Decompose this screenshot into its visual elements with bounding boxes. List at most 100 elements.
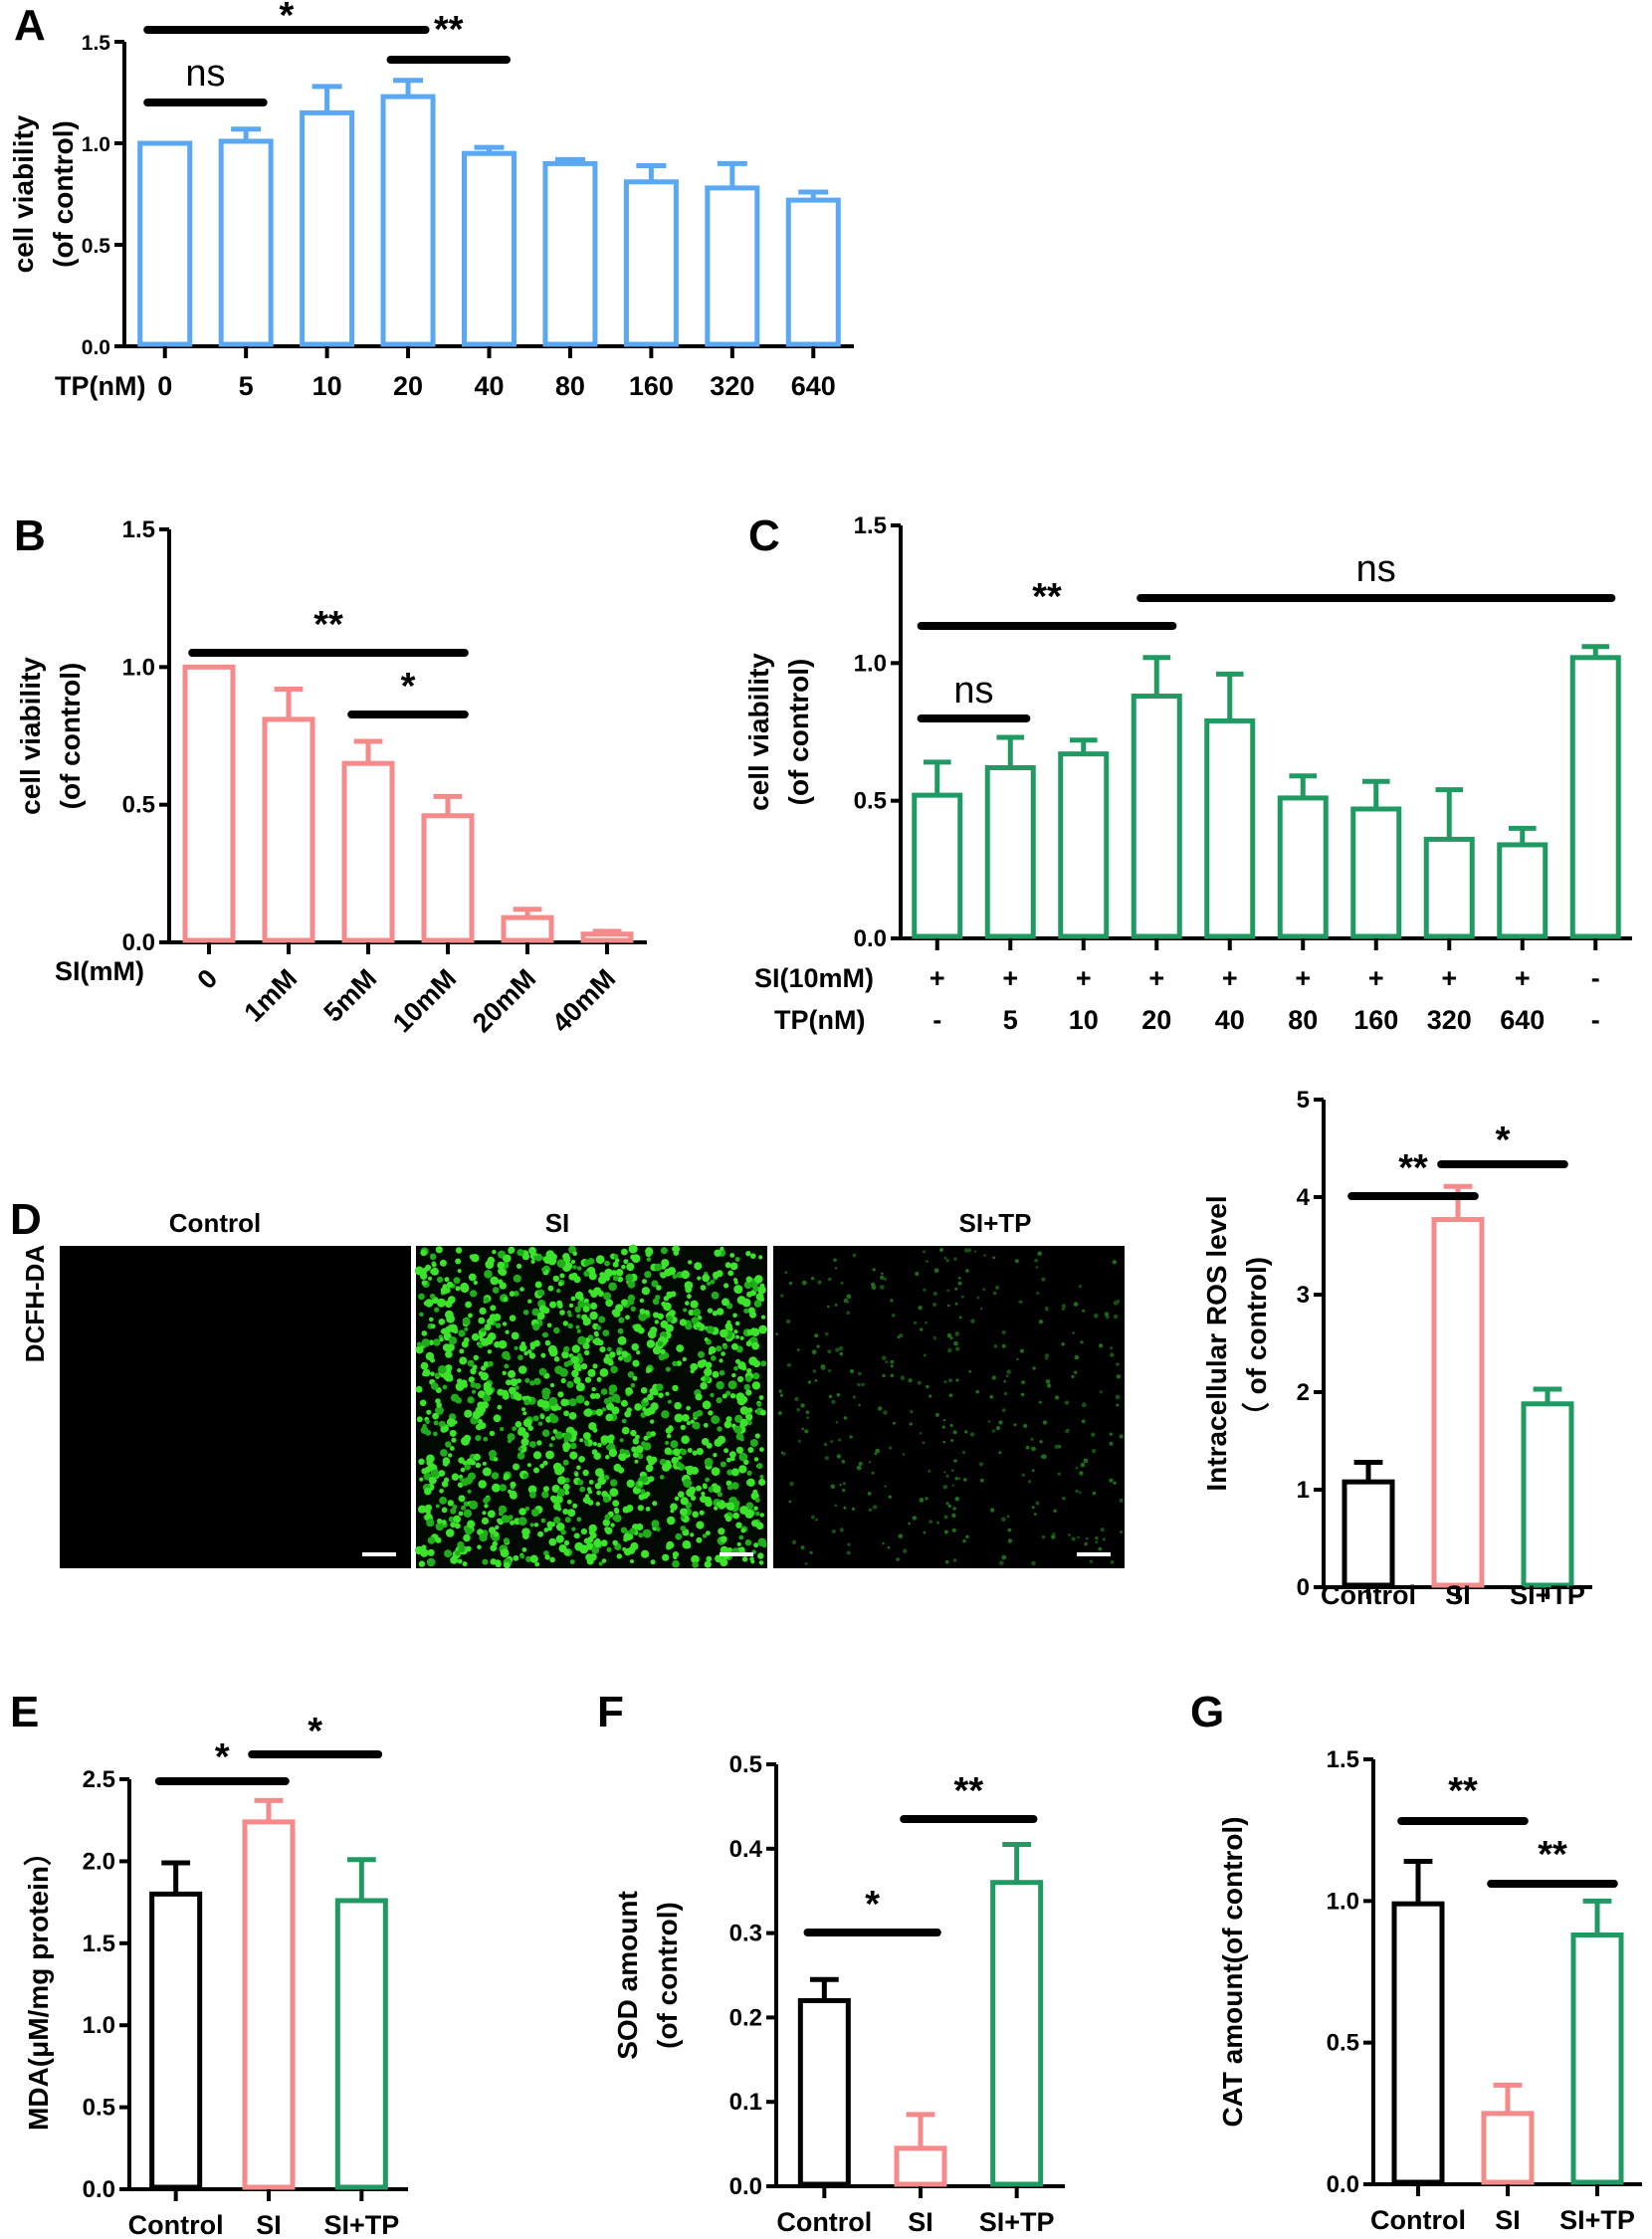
cell-spot	[569, 1442, 577, 1450]
cell-spot	[543, 1527, 549, 1532]
cell-spot	[705, 1361, 713, 1369]
cell-spot	[549, 1301, 557, 1309]
cell-spot	[596, 1324, 602, 1330]
cell-spot	[617, 1327, 624, 1334]
cell-spot	[557, 1476, 566, 1485]
cell-spot	[523, 1350, 528, 1356]
cell-spot	[627, 1280, 636, 1289]
cell-spot	[483, 1297, 490, 1304]
cell-spot	[890, 1364, 894, 1368]
cell-spot	[492, 1287, 500, 1294]
cell-spot	[998, 1420, 1003, 1425]
cell-spot	[661, 1264, 667, 1270]
cell-spot	[467, 1489, 472, 1494]
cell-spot	[632, 1375, 638, 1381]
cell-spot	[1033, 1513, 1037, 1516]
cell-spot	[526, 1463, 532, 1468]
cell-spot	[998, 1451, 1002, 1455]
cell-spot	[745, 1340, 752, 1347]
x-tick-label: 640	[791, 371, 836, 401]
cell-spot	[1041, 1534, 1046, 1539]
cell-spot	[539, 1414, 545, 1420]
cell-spot	[488, 1332, 497, 1341]
cell-spot	[946, 1289, 950, 1293]
cell-spot	[1078, 1285, 1082, 1289]
cell-spot	[746, 1420, 752, 1426]
cell-spot	[650, 1402, 659, 1411]
cell-spot	[817, 1280, 822, 1285]
cell-spot	[537, 1421, 543, 1426]
cell-spot	[722, 1298, 729, 1307]
cell-spot	[723, 1283, 729, 1289]
cell-spot	[723, 1420, 732, 1429]
cell-spot	[1093, 1313, 1099, 1319]
cell-spot	[550, 1496, 559, 1504]
panel-e-chart: E 0.0 0.5 1.0 1.5 2.0 2.5 MDA(μM/mg protein） Co…	[10, 1688, 408, 2239]
cell-spot	[426, 1519, 435, 1527]
cell-spot	[636, 1350, 641, 1355]
significance-label: *	[308, 1711, 322, 1752]
cell-spot	[816, 1344, 820, 1348]
cell-spot	[951, 1484, 954, 1487]
cell-spot	[599, 1368, 609, 1377]
cell-spot	[604, 1260, 610, 1267]
cell-spot	[1089, 1559, 1094, 1563]
cell-spot	[831, 1529, 836, 1533]
cell-spot	[665, 1391, 670, 1396]
cell-spot	[881, 1272, 884, 1276]
cell-spot	[680, 1515, 685, 1520]
cell-spot	[482, 1461, 487, 1466]
cell-spot	[490, 1544, 498, 1551]
cell-spot	[490, 1276, 500, 1286]
cell-spot	[527, 1485, 537, 1495]
cell-spot	[739, 1395, 748, 1404]
cell-spot	[514, 1345, 518, 1350]
panel-g-chart: G 0.0 0.5 1.0 1.5 CAT amount(of control) Cont…	[1190, 1688, 1642, 2235]
cell-spot	[968, 1370, 972, 1373]
cell-spot	[851, 1507, 856, 1511]
cell-spot	[735, 1432, 744, 1441]
cell-spot	[562, 1459, 569, 1466]
cell-spot	[552, 1429, 558, 1434]
cell-spot	[1095, 1535, 1099, 1540]
cell-spot	[650, 1559, 656, 1565]
cell-spot	[883, 1410, 888, 1415]
cell-spot	[642, 1279, 647, 1285]
cell-spot	[635, 1445, 644, 1454]
cell-spot	[811, 1349, 817, 1355]
cell-spot	[455, 1397, 463, 1404]
cell-spot	[827, 1305, 830, 1309]
y-axis-label: SOD amount	[612, 1891, 643, 2060]
cell-spot	[445, 1364, 453, 1372]
cell-spot	[625, 1315, 630, 1321]
cell-spot	[810, 1515, 815, 1520]
cell-spot	[909, 1422, 913, 1426]
cell-spot	[724, 1262, 731, 1269]
cell-spot	[533, 1377, 541, 1385]
cell-spot	[489, 1527, 497, 1534]
cell-spot	[739, 1406, 749, 1415]
cell-spot	[564, 1517, 571, 1524]
cell-spot	[726, 1484, 733, 1491]
cell-spot	[481, 1517, 490, 1525]
cell-spot	[522, 1310, 529, 1316]
cell-spot	[696, 1448, 704, 1456]
cell-spot	[1051, 1534, 1056, 1539]
cell-spot	[483, 1361, 490, 1367]
cell-spot	[1037, 1251, 1042, 1256]
cell-spot	[1072, 1331, 1075, 1334]
cell-spot	[556, 1259, 566, 1269]
significance-label: **	[1538, 1834, 1567, 1876]
cell-spot	[641, 1287, 651, 1296]
cell-spot	[673, 1250, 680, 1256]
cell-spot	[541, 1267, 546, 1272]
cell-spot	[622, 1546, 627, 1551]
cell-spot	[885, 1360, 889, 1364]
cell-spot	[695, 1393, 703, 1401]
cell-spot	[601, 1491, 608, 1498]
scale-bar	[720, 1552, 753, 1556]
significance-label: **	[1398, 1147, 1428, 1189]
cell-spot	[601, 1407, 607, 1412]
cell-spot	[680, 1448, 687, 1456]
